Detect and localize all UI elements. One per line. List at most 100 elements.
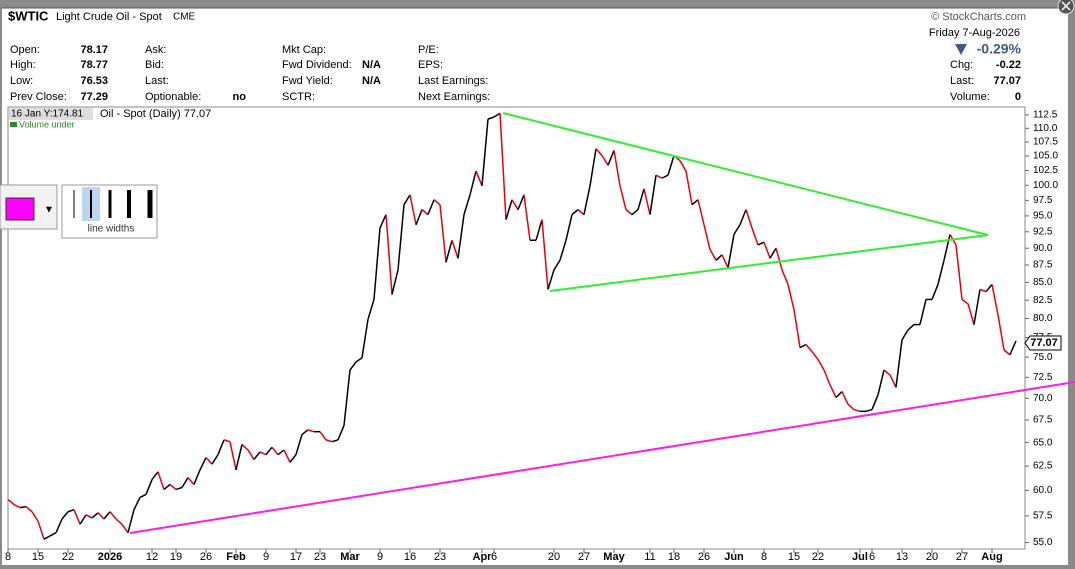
- price-segment: [361, 319, 369, 359]
- price-segment: [1003, 349, 1011, 356]
- field-label: Optionable:: [145, 91, 201, 103]
- field-value: 78.17: [80, 44, 108, 56]
- price-segment: [229, 441, 237, 471]
- x-tick-label: 6: [491, 551, 497, 563]
- field-value: -0.22: [996, 59, 1021, 71]
- field-value: no: [233, 91, 247, 103]
- price-segment: [355, 357, 363, 363]
- price-segment: [811, 351, 819, 360]
- price-segment: [601, 155, 609, 166]
- price-segment: [109, 511, 117, 520]
- price-segment: [967, 303, 975, 325]
- price-segment: [319, 431, 327, 441]
- down-arrow: [955, 44, 967, 55]
- price-segment: [13, 503, 21, 509]
- price-segment: [583, 185, 591, 215]
- price-segment: [259, 451, 267, 456]
- price-segment: [919, 299, 927, 325]
- plot: 55.057.560.062.565.067.570.072.575.077.5…: [5, 110, 1059, 563]
- price-segment: [547, 269, 555, 290]
- x-tick-label: 26: [200, 551, 212, 563]
- price-segment: [379, 214, 387, 229]
- price-segment: [1009, 340, 1017, 356]
- trend-line: [502, 112, 989, 236]
- price-segment: [427, 199, 435, 215]
- price-segment: [613, 150, 621, 186]
- price-segment: [559, 240, 567, 261]
- price-segment: [445, 240, 453, 263]
- price-segment: [277, 449, 285, 456]
- x-tick-label: 8: [5, 551, 11, 563]
- price-segment: [463, 194, 471, 215]
- price-segment: [31, 511, 39, 522]
- price-segment: [25, 506, 33, 513]
- price-segment: [985, 283, 993, 293]
- y-tick-label: 97.5: [1033, 195, 1053, 206]
- price-segment: [91, 512, 99, 519]
- price-segment: [805, 344, 813, 353]
- price-segment: [829, 384, 837, 398]
- y-tick-label: 55.0: [1033, 537, 1053, 548]
- price-segment: [649, 175, 657, 215]
- price-segment: [979, 288, 987, 293]
- x-tick-label: 27: [956, 551, 968, 563]
- x-tick-label: 8: [761, 551, 767, 563]
- price-segment: [37, 520, 45, 540]
- price-segment: [139, 493, 147, 499]
- field-label: Chg:: [950, 59, 973, 71]
- x-tick-label: 26: [698, 551, 710, 563]
- price-segment: [409, 194, 417, 225]
- price-segment: [997, 314, 1005, 351]
- price-segment: [385, 214, 393, 295]
- price-segment: [727, 234, 735, 268]
- field-label: P/E:: [418, 44, 439, 56]
- price-segment: [307, 429, 315, 433]
- price-segment: [619, 185, 627, 210]
- price-segment: [877, 369, 885, 396]
- price-segment: [343, 369, 351, 426]
- x-tick-label: 20: [926, 551, 938, 563]
- price-segment: [493, 112, 501, 118]
- x-tick-label: 20: [548, 551, 560, 563]
- price-segment: [169, 483, 177, 491]
- x-tick-label: 13: [896, 551, 908, 563]
- price-segment: [637, 188, 645, 210]
- field-label: High:: [10, 59, 36, 71]
- price-segment: [481, 119, 489, 186]
- price-segment: [121, 523, 129, 534]
- price-segment: [247, 449, 255, 460]
- y-tick-label: 60.0: [1033, 485, 1053, 496]
- field-value: 76.53: [80, 75, 108, 87]
- color-swatch: [5, 197, 35, 221]
- price-segment: [283, 449, 291, 463]
- price-segment: [817, 359, 825, 371]
- cursor-readout: 16 Jan Y:174.81: [11, 109, 84, 120]
- price-segment: [55, 518, 63, 534]
- price-segment: [391, 269, 399, 295]
- price-segment: [73, 509, 81, 525]
- price-segment: [823, 369, 831, 386]
- y-tick-label: 107.5: [1033, 137, 1058, 148]
- price-segment: [847, 403, 855, 411]
- x-tick-label: 23: [314, 551, 326, 563]
- x-tick-label: 22: [812, 551, 824, 563]
- price-segment: [511, 199, 519, 211]
- price-segment: [709, 249, 717, 261]
- date: Friday 7-Aug-2026: [929, 27, 1020, 39]
- price-segment: [187, 477, 195, 486]
- change-pct: -0.29%: [977, 41, 1022, 57]
- x-tick-label: 12: [146, 551, 158, 563]
- price-segment: [505, 199, 513, 220]
- price-segment: [439, 204, 447, 263]
- x-tick-label: 6: [869, 551, 875, 563]
- price-segment: [553, 259, 561, 271]
- x-tick-label: Feb: [226, 551, 246, 563]
- field-label: Last Earnings:: [418, 75, 488, 87]
- price-segment: [433, 199, 441, 206]
- field-value: 77.07: [993, 75, 1021, 87]
- price-segment: [451, 240, 459, 259]
- price-segment: [43, 535, 51, 540]
- trend-line: [549, 234, 989, 292]
- field-value: N/A: [362, 59, 381, 71]
- price-segment: [265, 446, 273, 456]
